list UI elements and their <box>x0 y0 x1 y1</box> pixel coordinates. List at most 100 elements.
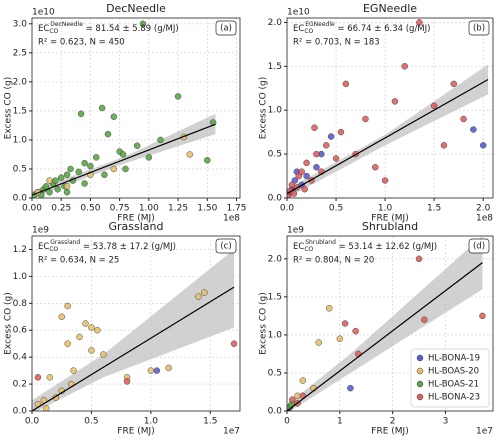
annotation: ECCOShrubland = 53.14 ± 12.62 (g/MJ) <box>293 239 437 253</box>
data-point <box>290 190 298 197</box>
x-tick-label: 0.75 <box>110 204 130 214</box>
data-point <box>64 302 71 310</box>
chart-title: DecNeedle <box>106 2 166 15</box>
data-point <box>347 384 354 392</box>
y-tick-label: 1.2 <box>13 245 27 255</box>
fit-line <box>32 123 216 196</box>
data-point <box>322 142 330 149</box>
confidence-band <box>32 249 235 411</box>
y-tick-label: 0.0 <box>13 407 28 417</box>
x-tick-label: 1 <box>337 417 343 427</box>
data-point <box>145 154 153 161</box>
data-point <box>415 255 423 263</box>
data-point <box>195 293 202 300</box>
plot-area <box>287 18 493 198</box>
data-point <box>88 347 95 354</box>
plot-frame <box>31 17 241 199</box>
x-tick-label: 1.0 <box>144 417 159 427</box>
data-point <box>303 172 310 180</box>
data-point <box>76 333 83 341</box>
plot-area <box>32 18 240 198</box>
data-point <box>401 63 408 70</box>
data-point <box>421 316 428 323</box>
data-point <box>46 188 53 196</box>
chart-title: Grassland <box>109 220 164 233</box>
data-point <box>311 124 318 132</box>
data-point <box>287 401 295 409</box>
x-tick-label: 0.5 <box>84 417 98 427</box>
data-point <box>110 165 118 173</box>
data-point <box>88 324 95 331</box>
annotation-base: EC <box>38 24 49 34</box>
annotation-text: = 81.54 ± 5.89 (g/MJ) <box>83 24 179 34</box>
y-tick-label: 2.0 <box>268 18 283 28</box>
data-point <box>57 174 65 181</box>
y-tick-label: 1.0 <box>268 330 283 340</box>
data-point <box>186 151 194 158</box>
data-point <box>123 378 131 385</box>
chart-title: Shrubland <box>362 220 418 233</box>
stats: R² = 0.804, N = 20 <box>293 256 374 266</box>
y-offset: 1e9 <box>32 226 49 236</box>
data-point <box>313 164 320 171</box>
data-point <box>313 150 320 158</box>
x-axis-label: FRE (MJ) <box>371 214 408 224</box>
confidence-band <box>287 236 483 411</box>
panel-label: (a) <box>220 24 232 34</box>
x-offset: 1e7 <box>476 427 493 437</box>
y-offset: 1e9 <box>287 226 304 236</box>
y-tick-label: 0.5 <box>268 150 282 160</box>
data-point <box>147 367 155 374</box>
y-tick-label: 0.0 <box>13 194 28 204</box>
data-point <box>104 130 112 138</box>
x-tick-label: 2 <box>390 417 396 427</box>
data-point <box>58 313 65 321</box>
annotation: ECCODecNeedle = 81.54 ± 5.89 (g/MJ) <box>38 21 179 35</box>
x-offset: 1e8 <box>476 214 493 224</box>
y-tick-label: 0.6 <box>13 326 28 336</box>
data-point <box>43 405 50 411</box>
data-point <box>77 110 85 118</box>
y-tick-label: 0.0 <box>268 194 283 204</box>
data-point <box>63 171 71 179</box>
data-point <box>52 177 59 184</box>
legend-marker <box>416 380 424 388</box>
data-point <box>174 93 182 100</box>
data-point <box>479 142 487 149</box>
y-tick-label: 1.0 <box>268 106 283 116</box>
data-point <box>315 339 322 346</box>
y-tick-label: 1.5 <box>13 106 27 116</box>
panel-label: (c) <box>220 242 231 252</box>
data-point <box>299 377 307 384</box>
plot-frame <box>286 235 494 412</box>
fit-line <box>287 262 483 411</box>
data-point <box>63 183 71 190</box>
x-offset: 1e8 <box>223 214 240 224</box>
y-tick-label: 2.5 <box>13 48 27 58</box>
x-tick-label: 2.0 <box>476 204 491 214</box>
panel-label-box <box>468 20 490 36</box>
y-tick-label: 0.4 <box>13 353 28 363</box>
annotation: ECCOGrassland = 53.78 ± 17.2 (g/MJ) <box>38 239 176 253</box>
data-point <box>479 312 486 320</box>
panel-label: (b) <box>473 24 485 34</box>
data-point <box>82 320 89 327</box>
data-point <box>139 20 147 28</box>
x-tick-label: 1.50 <box>197 204 217 214</box>
x-tick-label: 0.5 <box>329 204 343 214</box>
data-point <box>372 164 379 171</box>
legend-label: HL-BONA-23 <box>428 393 480 403</box>
x-tick-label: 0.00 <box>22 204 42 214</box>
x-tick-label: 0.25 <box>51 204 71 214</box>
x-tick-label: 0.0 <box>25 417 40 427</box>
data-point <box>450 80 458 88</box>
data-point <box>298 168 305 175</box>
data-point <box>81 159 88 167</box>
y-axis-label: Excess CO (g) <box>259 292 269 355</box>
chart-title: EGNeedle <box>363 2 417 15</box>
data-point <box>46 177 53 184</box>
y-axis-label: Excess CO (g) <box>4 292 14 355</box>
plot-background <box>32 18 240 198</box>
data-point <box>289 396 296 403</box>
